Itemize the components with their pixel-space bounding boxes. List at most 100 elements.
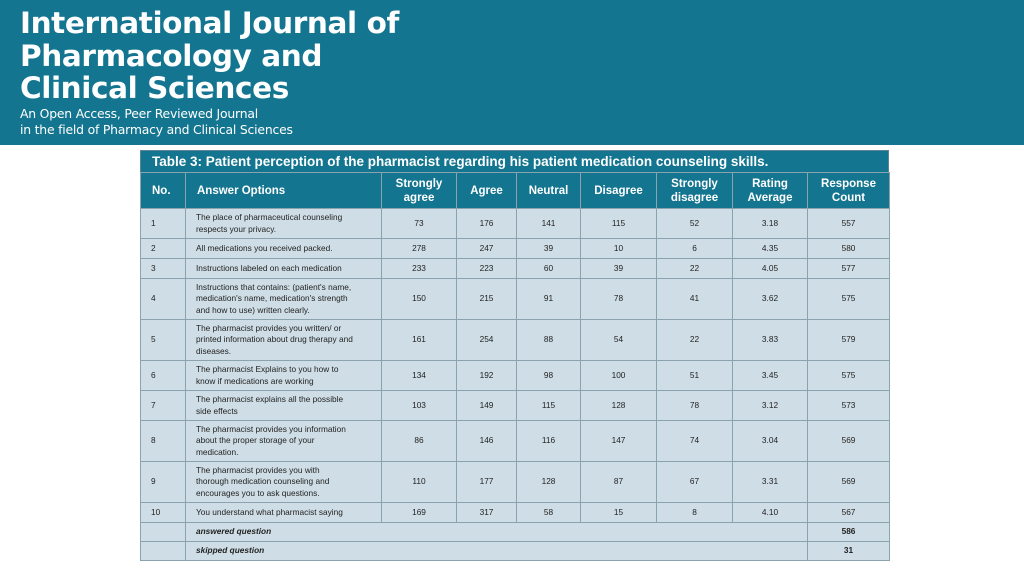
header-answer-options: Answer Options (185, 172, 382, 209)
summary-label: skipped question (185, 541, 808, 561)
cell-rating-average: 3.04 (732, 420, 808, 462)
journal-subtitle-line: in the field of Pharmacy and Clinical Sc… (20, 122, 293, 137)
cell-response-count: 575 (807, 278, 890, 320)
cell-neutral: 58 (516, 502, 581, 523)
header-strongly-disagree: Strongly disagree (656, 172, 733, 209)
summary-row: answered question 586 (140, 522, 890, 542)
cell-strongly-agree: 73 (381, 208, 457, 239)
cell-strongly-agree: 161 (381, 319, 457, 361)
cell-response-count: 557 (807, 208, 890, 239)
header-line: Response (821, 177, 876, 190)
cell-answer-option: The pharmacist explains all the possible… (185, 390, 382, 421)
cell-strongly-disagree: 8 (656, 502, 733, 523)
cell-strongly-disagree: 41 (656, 278, 733, 320)
cell-strongly-agree: 278 (381, 238, 457, 259)
table-row: 6 The pharmacist Explains to you how to kn… (140, 360, 890, 391)
header-line: Strongly (671, 177, 718, 190)
cell-answer-option: Instructions that contains: (patient's n… (185, 278, 382, 320)
header-strongly-agree: Strongly agree (381, 172, 457, 209)
cell-neutral: 128 (516, 461, 581, 503)
table-row: 5 The pharmacist provides you written/ or… (140, 319, 890, 361)
cell-strongly-disagree: 52 (656, 208, 733, 239)
cell-disagree: 100 (580, 360, 657, 391)
cell-neutral: 98 (516, 360, 581, 391)
cell-answer-option: Instructions labeled on each medication (185, 258, 382, 279)
journal-title-line: Pharmacology and (20, 38, 323, 73)
cell-agree: 176 (456, 208, 517, 239)
summary-label: answered question (185, 522, 808, 542)
cell-rating-average: 3.18 (732, 208, 808, 239)
header-line: disagree (670, 191, 719, 204)
answer-option-line: The pharmacist provides you information (196, 424, 346, 435)
cell-no: 5 (140, 319, 186, 361)
cell-strongly-disagree: 51 (656, 360, 733, 391)
cell-response-count: 567 (807, 502, 890, 523)
cell-no: 7 (140, 390, 186, 421)
cell-rating-average: 3.83 (732, 319, 808, 361)
table-body: 1 The place of pharmaceutical counseling r… (140, 208, 890, 561)
cell-strongly-disagree: 22 (656, 258, 733, 279)
survey-table: No. Answer Options Strongly agree Agree N… (140, 172, 890, 561)
header-rating-average: Rating Average (732, 172, 808, 209)
cell-answer-option: The pharmacist Explains to you how to kno… (185, 360, 382, 391)
cell-disagree: 15 (580, 502, 657, 523)
journal-title-line: Clinical Sciences (20, 71, 289, 105)
cell-strongly-disagree: 67 (656, 461, 733, 503)
cell-neutral: 116 (516, 420, 581, 462)
cell-neutral: 88 (516, 319, 581, 361)
cell-strongly-agree: 233 (381, 258, 457, 279)
header-response-count: Response Count (807, 172, 890, 209)
cell-agree: 149 (456, 390, 517, 421)
cell-no: 1 (140, 208, 186, 239)
header-line: Count (831, 191, 866, 204)
cell-rating-average: 4.10 (732, 502, 808, 523)
cell-disagree: 39 (580, 258, 657, 279)
cell-strongly-disagree: 78 (656, 390, 733, 421)
journal-subtitle-line: An Open Access, Peer Reviewed Journal (20, 106, 258, 121)
cell-agree: 192 (456, 360, 517, 391)
cell-no: 10 (140, 502, 186, 523)
cell-response-count: 577 (807, 258, 890, 279)
cell-disagree: 115 (580, 208, 657, 239)
cell-response-count: 573 (807, 390, 890, 421)
table-row: 3 Instructions labeled on each medication… (140, 258, 890, 279)
table-row: 2 All medications you received packed. 278… (140, 238, 890, 259)
survey-table-container: Table 3: Patient perception of the pharm… (140, 150, 890, 561)
cell-strongly-agree: 103 (381, 390, 457, 421)
cell-answer-option: The place of pharmaceutical counseling re… (185, 208, 382, 239)
answer-option-line: and how to use) written clearly. (196, 304, 310, 315)
cell-response-count: 575 (807, 360, 890, 391)
table-row: 9 The pharmacist provides you with thoroug… (140, 461, 890, 503)
answer-option-line: know if medications are working (196, 375, 314, 386)
header-disagree: Disagree (580, 172, 657, 209)
answer-option-line: medication. (196, 446, 239, 457)
cell-response-count: 569 (807, 461, 890, 503)
cell-disagree: 78 (580, 278, 657, 320)
answer-option-line: diseases. (196, 345, 232, 356)
cell-disagree: 147 (580, 420, 657, 462)
journal-title-line: International Journal of (20, 6, 399, 40)
answer-option-line: All medications you received packed. (196, 242, 333, 253)
cell-strongly-agree: 169 (381, 502, 457, 523)
answer-option-line: The pharmacist provides you written/ or (196, 323, 342, 334)
cell-neutral: 39 (516, 238, 581, 259)
table-row: 1 The place of pharmaceutical counseling r… (140, 208, 890, 239)
table-row: 10 You understand what pharmacist saying 1… (140, 502, 890, 523)
answer-option-line: printed information about drug therapy a… (196, 334, 353, 345)
cell-rating-average: 3.12 (732, 390, 808, 421)
cell-answer-option: The pharmacist provides you written/ or p… (185, 319, 382, 361)
journal-title: International Journal of Pharmacology an… (20, 7, 399, 105)
header-neutral: Neutral (516, 172, 581, 209)
cell-strongly-agree: 86 (381, 420, 457, 462)
answer-option-line: thorough medication counseling and (196, 476, 330, 487)
cell-rating-average: 4.35 (732, 238, 808, 259)
header-line: Strongly (395, 177, 443, 190)
answer-option-line: encourages you to ask questions. (196, 487, 320, 498)
summary-value: 31 (807, 541, 890, 561)
answer-option-line: about the proper storage of your (196, 435, 315, 446)
header-no: No. (140, 172, 186, 209)
cell-empty (140, 541, 186, 561)
answer-option-line: Instructions labeled on each medication (196, 262, 342, 273)
cell-strongly-disagree: 74 (656, 420, 733, 462)
cell-strongly-agree: 134 (381, 360, 457, 391)
